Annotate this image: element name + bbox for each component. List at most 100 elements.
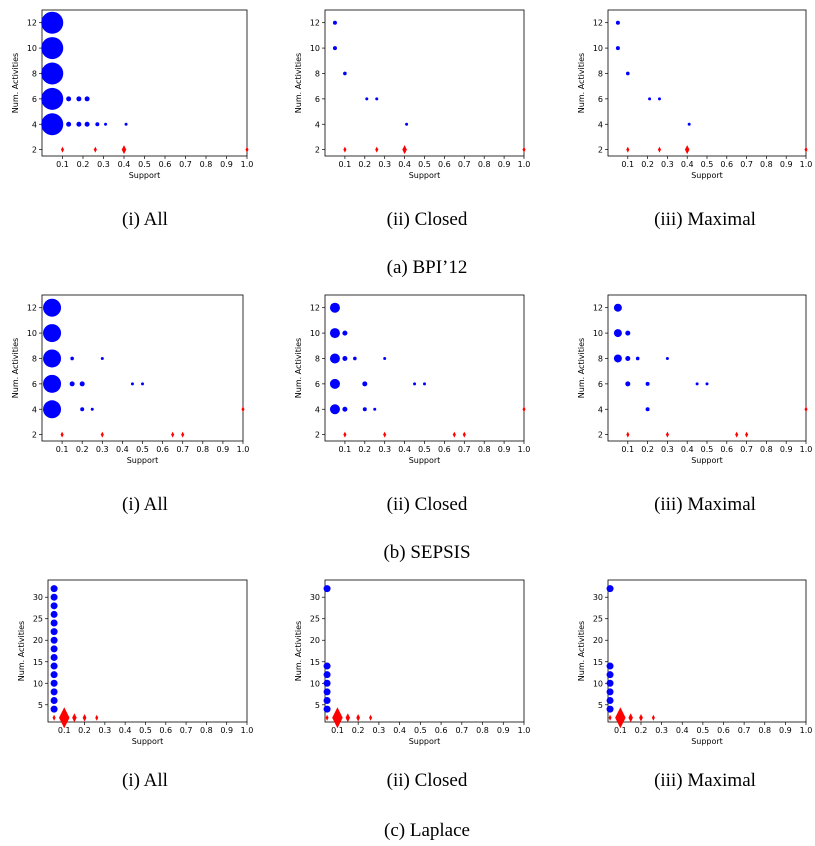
data-point [82,713,87,722]
x-tick-label: 1.0 [800,726,813,735]
x-axis-label: Support [409,171,441,180]
y-axis-label: Num. Activities [11,53,20,113]
x-tick-label: 0.4 [398,160,411,169]
data-point [522,146,526,153]
y-axis-label: Num. Activities [294,621,303,681]
x-tick-label: 0.5 [139,726,152,735]
data-point [362,407,367,412]
data-point [613,354,622,363]
data-point [50,653,58,661]
x-tick-label: 0.8 [196,445,209,454]
data-point [613,329,622,338]
y-tick-label: 4 [315,120,320,129]
x-tick-label: 0.8 [476,726,489,735]
data-point [651,714,655,721]
x-tick-label: 0.3 [97,160,110,169]
data-point [329,353,340,364]
data-point [657,97,661,101]
data-point [50,602,58,610]
y-tick-label: 6 [315,380,320,389]
y-tick-label: 25 [33,615,43,624]
x-tick-label: 0.6 [720,445,733,454]
data-point [522,406,526,413]
y-tick-label: 20 [593,636,603,645]
x-tick-label: 0.1 [621,445,634,454]
x-tick-label: 0.9 [220,726,233,735]
data-point [76,96,82,102]
data-point [50,628,58,636]
data-point [625,355,631,361]
x-tick-label: 0.3 [96,445,109,454]
y-tick-label: 12 [593,19,603,28]
data-point [43,324,62,343]
y-tick-label: 5 [598,701,603,710]
plot-frame [607,294,807,442]
y-axis-label: Num. Activities [11,338,20,398]
y-tick-label: 2 [598,431,603,440]
plot-frame [47,579,248,723]
x-tick-label: 0.2 [641,445,654,454]
x-tick-label: 0.5 [418,160,431,169]
x-tick-label: 0.8 [758,726,771,735]
x-axis-label: Support [691,456,723,465]
y-tick-label: 2 [32,146,37,155]
data-point [735,431,739,438]
data-point [70,356,74,361]
x-axis-label: Support [409,737,441,746]
data-point [695,382,699,386]
x-tick-label: 1.0 [800,160,813,169]
x-tick-label: 0.6 [717,726,730,735]
data-point [343,431,347,438]
data-point [613,303,622,312]
y-tick-label: 12 [310,19,320,28]
data-point [626,146,630,153]
y-tick-label: 4 [32,120,37,129]
data-point [615,20,620,25]
captions-layer: (i) All (ii) Closed (iii) Maximal (a) BP… [122,209,756,841]
data-point [61,146,64,153]
x-tick-label: 0.4 [393,726,406,735]
data-point [342,406,348,412]
y-tick-label: 6 [32,95,37,104]
y-tick-label: 4 [315,405,320,414]
y-tick-label: 2 [32,431,37,440]
data-point [41,113,64,136]
x-tick-label: 1.0 [241,726,254,735]
data-point [373,407,377,411]
scatter-panel: 0.1 0.2 0.3 0.4 0.5 0.6 0.7 0.8 0.9 1.0 2 4 6 8 10 12 Su… [11,294,249,465]
x-tick-label: 0.4 [676,726,689,735]
x-tick-label: 0.7 [740,445,753,454]
x-tick-label: 0.6 [435,726,448,735]
data-point [606,696,614,704]
y-tick-label: 25 [593,615,603,624]
data-point [606,662,614,670]
data-point [323,585,331,593]
data-point [66,121,72,127]
y-tick-label: 5 [38,701,43,710]
data-point [705,382,709,386]
data-point [90,407,94,411]
x-tick-label: 1.0 [518,445,531,454]
data-point [356,713,361,722]
x-tick-label: 0.5 [701,160,714,169]
scatter-panel: 0.1 0.2 0.3 0.4 0.5 0.6 0.7 0.8 0.9 1.0 2 4 6 8 10 12 Su… [11,9,253,180]
data-point [332,46,337,51]
x-tick-label: 0.3 [98,726,111,735]
x-tick-label: 0.9 [779,726,792,735]
data-point [375,97,379,101]
y-axis-label: Num. Activities [294,338,303,398]
y-tick-label: 8 [315,69,320,78]
y-tick-label: 10 [27,329,37,338]
data-point [104,122,108,126]
data-point [362,381,368,387]
scatter-panel: 0.1 0.2 0.3 0.4 0.5 0.6 0.7 0.8 0.9 1.0 5 10 15 20 25 3… [294,579,530,746]
x-tick-label: 0.2 [635,726,648,735]
data-point [58,707,70,729]
x-tick-label: 0.6 [720,160,733,169]
data-point [41,11,64,34]
data-point [323,705,331,713]
data-point [626,431,630,438]
data-point [95,122,100,127]
x-tick-label: 0.7 [179,160,192,169]
x-tick-label: 0.8 [200,726,213,735]
